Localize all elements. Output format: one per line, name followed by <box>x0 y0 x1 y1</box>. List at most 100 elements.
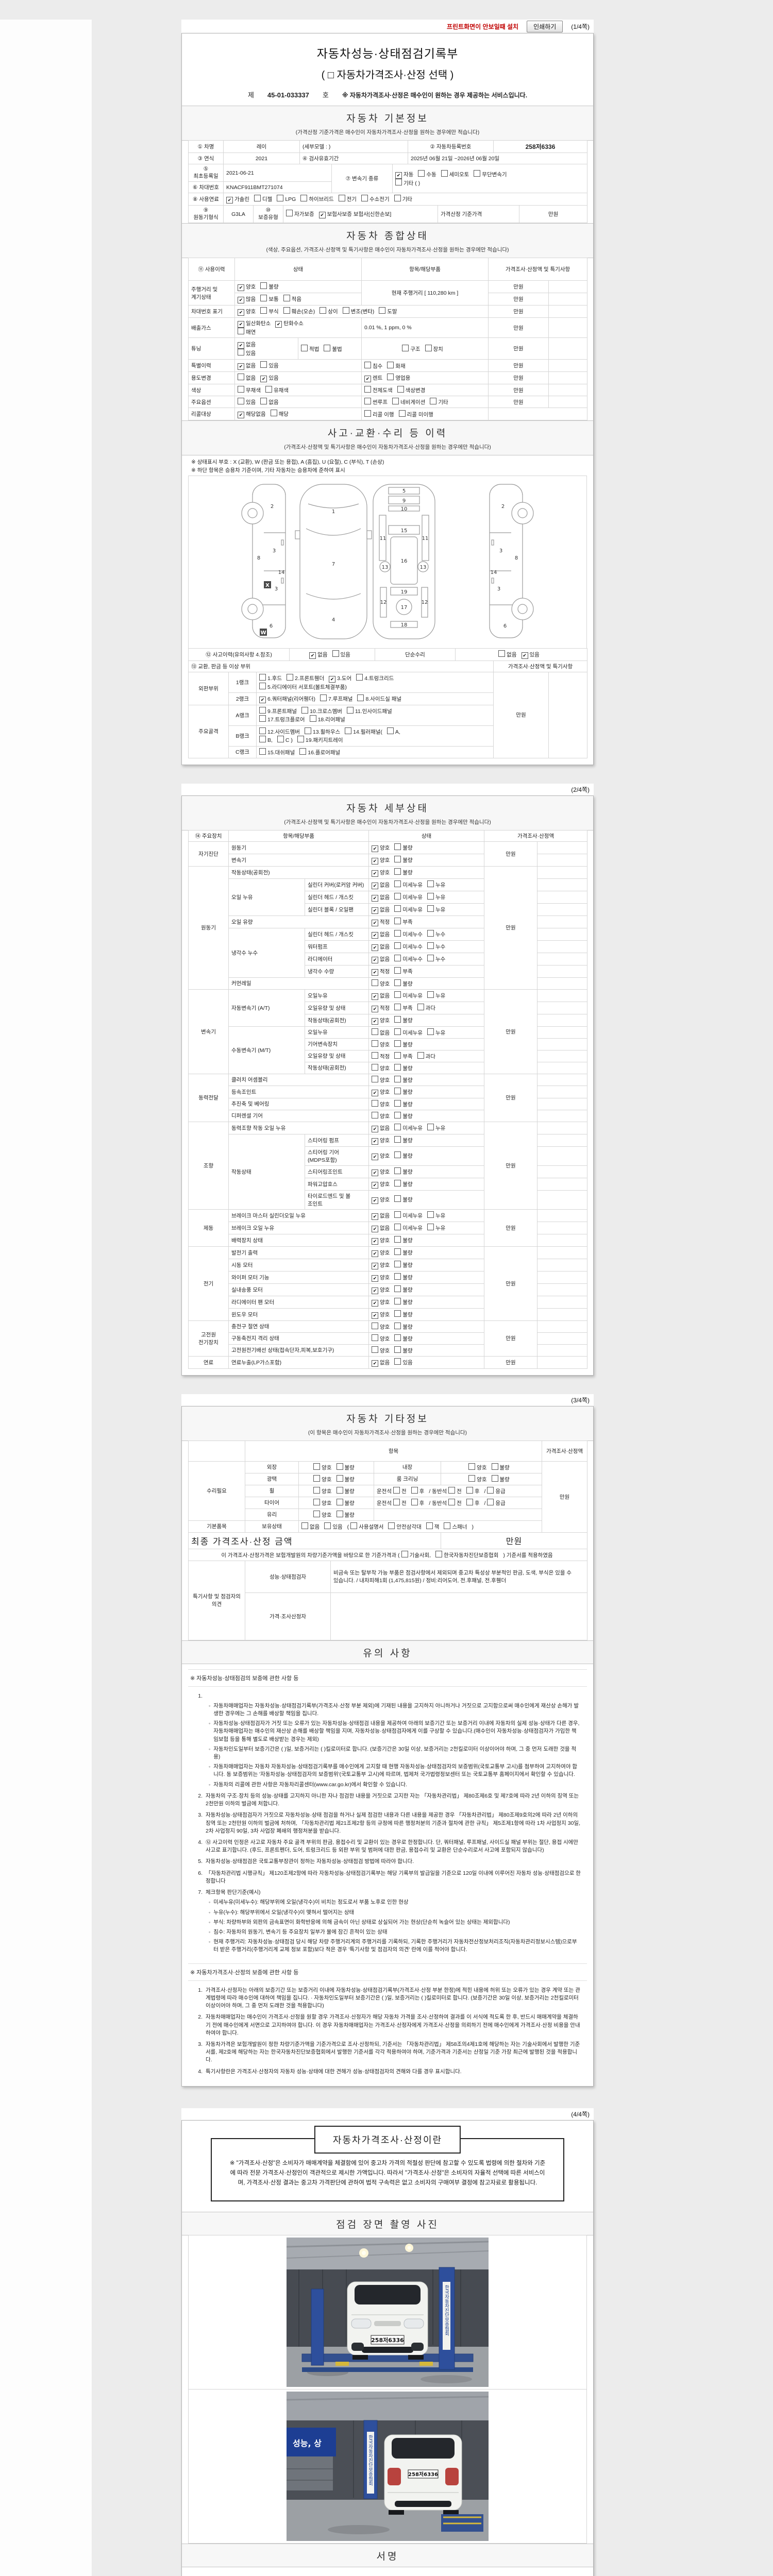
checkbox[interactable]: ✔ <box>372 1154 379 1160</box>
checkbox[interactable] <box>259 673 266 681</box>
checkbox[interactable] <box>301 1522 308 1529</box>
checkbox[interactable] <box>260 398 267 404</box>
checkbox[interactable] <box>286 210 293 216</box>
checkbox[interactable] <box>427 905 434 912</box>
checkbox[interactable]: ✔ <box>372 1262 379 1269</box>
checkbox[interactable] <box>394 929 401 937</box>
checkbox[interactable] <box>394 1167 401 1174</box>
print-install-link[interactable]: 프린트화면이 안보일때 설치 <box>446 23 519 30</box>
checkbox[interactable] <box>394 1028 401 1035</box>
checkbox[interactable]: ✔ <box>238 284 244 291</box>
checkbox[interactable] <box>372 1040 379 1047</box>
checkbox[interactable] <box>418 170 425 177</box>
checkbox[interactable] <box>394 991 401 998</box>
checkbox[interactable] <box>277 736 284 742</box>
checkbox[interactable] <box>444 1522 451 1529</box>
checkbox[interactable] <box>394 967 401 974</box>
checkbox[interactable]: ✔ <box>238 297 244 303</box>
checkbox[interactable] <box>300 195 308 201</box>
checkbox[interactable]: ✔ <box>372 1125 379 1132</box>
checkbox[interactable] <box>448 1498 456 1505</box>
checkbox[interactable] <box>394 892 401 900</box>
checkbox[interactable] <box>265 386 272 393</box>
checkbox[interactable] <box>254 195 261 201</box>
checkbox[interactable]: ✔ <box>372 1312 379 1319</box>
checkbox[interactable] <box>394 1040 401 1047</box>
checkbox[interactable] <box>430 398 437 404</box>
checkbox[interactable] <box>270 410 277 416</box>
checkbox[interactable] <box>427 892 434 900</box>
checkbox[interactable] <box>394 942 401 949</box>
checkbox[interactable] <box>394 1346 401 1353</box>
checkbox[interactable] <box>394 1063 401 1071</box>
checkbox[interactable] <box>448 1486 456 1494</box>
checkbox[interactable] <box>372 1111 379 1118</box>
checkbox[interactable]: ✔ <box>372 870 379 877</box>
checkbox[interactable] <box>260 361 267 368</box>
checkbox[interactable] <box>313 1463 321 1470</box>
checkbox[interactable] <box>394 1211 401 1218</box>
checkbox[interactable]: ✔ <box>238 363 244 370</box>
checkbox[interactable]: ✔ <box>372 894 379 902</box>
checkbox[interactable] <box>260 282 267 289</box>
checkbox[interactable] <box>346 707 354 714</box>
checkbox[interactable]: ✔ <box>372 1018 379 1025</box>
checkbox[interactable] <box>259 727 266 734</box>
checkbox[interactable] <box>304 727 311 734</box>
checkbox[interactable] <box>397 386 404 393</box>
checkbox[interactable] <box>466 1486 473 1494</box>
checkbox[interactable] <box>394 855 401 862</box>
checkbox[interactable] <box>299 748 307 755</box>
checkbox[interactable] <box>426 1522 433 1529</box>
checkbox[interactable] <box>336 1486 343 1494</box>
checkbox[interactable]: ✔ <box>372 1213 379 1220</box>
checkbox[interactable]: ✔ <box>238 321 244 328</box>
checkbox[interactable] <box>394 1297 401 1304</box>
checkbox[interactable]: ✔ <box>372 956 379 963</box>
checkbox[interactable] <box>394 1052 401 1059</box>
checkbox[interactable]: ✔ <box>372 969 379 976</box>
checkbox[interactable] <box>393 1486 400 1494</box>
checkbox[interactable]: ✔ <box>372 1225 379 1232</box>
checkbox[interactable]: ✔ <box>372 993 379 1000</box>
checkbox[interactable] <box>394 954 401 961</box>
checkbox[interactable] <box>468 1475 476 1482</box>
checkbox[interactable] <box>364 386 372 393</box>
checkbox[interactable]: ✔ <box>372 1138 379 1145</box>
checkbox[interactable] <box>313 1498 321 1505</box>
checkbox[interactable]: ✔ <box>395 172 402 179</box>
checkbox[interactable] <box>338 195 345 201</box>
checkbox[interactable] <box>394 195 401 201</box>
checkbox[interactable] <box>336 1498 343 1505</box>
checkbox[interactable] <box>372 1334 379 1341</box>
checkbox[interactable] <box>386 727 394 734</box>
checkbox[interactable] <box>238 328 244 334</box>
checkbox[interactable] <box>394 1248 401 1255</box>
checkbox[interactable] <box>394 1111 401 1118</box>
checkbox[interactable] <box>427 991 434 998</box>
checkbox[interactable] <box>364 410 372 417</box>
checkbox[interactable]: ✔ <box>372 882 379 889</box>
checkbox[interactable]: ✔ <box>372 1089 379 1096</box>
checkbox[interactable] <box>417 1052 424 1059</box>
checkbox[interactable] <box>387 361 394 368</box>
checkbox[interactable] <box>259 736 266 742</box>
checkbox[interactable] <box>361 195 368 201</box>
checkbox[interactable] <box>395 179 402 185</box>
checkbox[interactable] <box>394 1358 401 1365</box>
checkbox[interactable] <box>491 1463 498 1470</box>
checkbox[interactable] <box>364 361 372 368</box>
checkbox[interactable]: ✔ <box>372 1250 379 1257</box>
checkbox[interactable]: ✔ <box>372 845 379 852</box>
checkbox[interactable]: ✔ <box>238 309 244 316</box>
checkbox[interactable] <box>491 1475 498 1482</box>
checkbox[interactable] <box>411 1486 418 1494</box>
checkbox[interactable] <box>372 1075 379 1082</box>
checkbox[interactable] <box>435 1550 443 1557</box>
checkbox[interactable] <box>297 736 304 742</box>
checkbox[interactable] <box>387 374 394 380</box>
checkbox[interactable] <box>394 917 401 924</box>
checkbox[interactable]: ✔ <box>364 376 372 382</box>
checkbox[interactable] <box>238 374 244 380</box>
checkbox[interactable]: ✔ <box>372 919 379 926</box>
